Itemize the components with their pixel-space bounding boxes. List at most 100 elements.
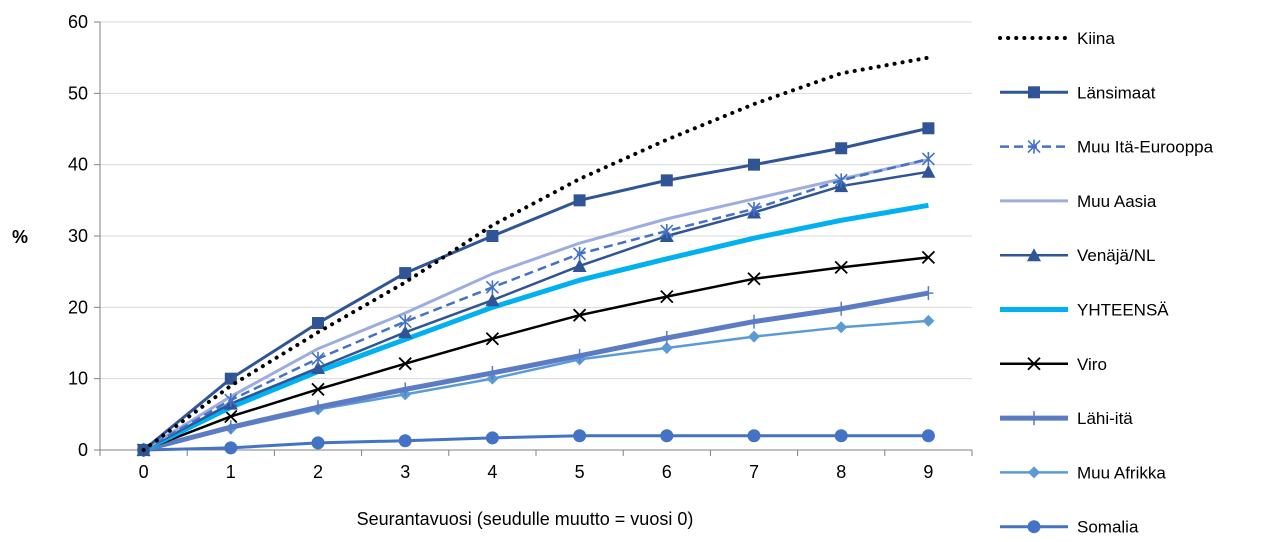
y-tick-label: 50 xyxy=(68,83,88,103)
legend-marker xyxy=(1027,139,1041,154)
legend-item: Somalia xyxy=(1000,518,1139,537)
series-line xyxy=(142,126,929,452)
legend-label: Muu Afrikka xyxy=(1077,463,1166,482)
data-point xyxy=(747,272,761,286)
data-point xyxy=(485,431,499,445)
y-tick-label: 60 xyxy=(68,12,88,32)
legend-item: Venäjä/NL xyxy=(1000,246,1155,265)
legend-label: Somalia xyxy=(1077,518,1139,537)
series-line xyxy=(142,290,929,453)
data-point xyxy=(834,260,848,275)
legend-label: Länsimaat xyxy=(1077,83,1156,102)
data-point xyxy=(573,246,587,261)
data-point xyxy=(486,230,499,242)
x-tick-label: 2 xyxy=(313,462,323,482)
data-point xyxy=(661,331,672,346)
x-tick-label: 7 xyxy=(749,462,759,482)
series-line xyxy=(143,434,929,452)
data-point xyxy=(923,286,934,301)
data-point xyxy=(224,393,238,408)
data-point xyxy=(660,174,673,187)
data-point xyxy=(834,429,848,443)
x-tick-label: 9 xyxy=(923,462,933,482)
legend-marker xyxy=(1027,248,1041,262)
x-tick-label: 1 xyxy=(226,462,236,482)
data-point xyxy=(748,158,760,171)
series-line xyxy=(143,256,929,452)
x-tick-label: 0 xyxy=(139,462,149,482)
y-tick-label: 10 xyxy=(68,369,88,389)
data-point xyxy=(921,164,936,178)
data-point xyxy=(747,201,761,216)
y-tick-labels: 0 10 20 30 40 50 60 xyxy=(68,12,88,460)
data-point xyxy=(748,330,760,343)
x-tick-label: 5 xyxy=(575,462,585,482)
data-point xyxy=(311,382,325,397)
legend-label: Kiina xyxy=(1077,29,1115,48)
data-point xyxy=(398,325,413,339)
data-point xyxy=(749,314,759,329)
data-point xyxy=(573,429,587,443)
legend-label: YHTEENSÄ xyxy=(1077,301,1169,320)
legend-marker xyxy=(1028,466,1040,479)
legend-label: Muu Aasia xyxy=(1077,192,1157,211)
data-point xyxy=(311,351,325,366)
legend-label: Viro xyxy=(1077,355,1107,374)
legend-item: Lähi-itä xyxy=(1000,409,1133,428)
data-point xyxy=(224,441,238,455)
x-tick-label: 3 xyxy=(400,462,410,482)
legend-item: Viro xyxy=(1000,355,1107,374)
legend-item: Muu Afrikka xyxy=(1000,463,1166,482)
data-point xyxy=(835,321,848,334)
data-point xyxy=(660,429,674,443)
legend-item: Länsimaat xyxy=(1000,83,1156,102)
data-point xyxy=(835,142,848,155)
series-2 xyxy=(137,151,935,457)
legend-label: Venäjä/NL xyxy=(1077,246,1155,265)
series-line xyxy=(143,170,929,452)
data-point xyxy=(921,250,936,265)
data-point xyxy=(485,293,500,307)
data-point xyxy=(400,382,411,397)
legend-item: YHTEENSÄ xyxy=(1000,301,1169,320)
data-point xyxy=(836,301,847,316)
y-tick-label: 20 xyxy=(68,297,88,317)
series-9 xyxy=(137,429,935,457)
x-tick-label: 4 xyxy=(487,462,497,482)
data-point xyxy=(311,360,325,374)
series-1 xyxy=(137,122,935,456)
data-point xyxy=(573,194,586,207)
series-line xyxy=(142,157,929,452)
legend-label: Lähi-itä xyxy=(1077,409,1133,428)
data-point xyxy=(398,314,412,329)
data-point xyxy=(921,151,935,166)
series-7 xyxy=(138,286,934,457)
y-tick-label: 30 xyxy=(68,226,88,246)
series-3 xyxy=(142,158,929,452)
data-point xyxy=(224,409,238,424)
legend-marker xyxy=(1027,520,1041,534)
data-point xyxy=(747,429,761,443)
legend-label: Muu Itä-Eurooppa xyxy=(1077,138,1214,157)
data-point xyxy=(312,317,324,330)
data-point xyxy=(485,280,499,295)
data-point xyxy=(485,332,500,346)
data-point xyxy=(398,434,412,448)
x-tick-label: 8 xyxy=(836,462,846,482)
data-point xyxy=(399,267,412,280)
x-tick-labels: 0 1 2 3 4 5 6 7 8 9 xyxy=(139,462,934,482)
y-tick-label: 0 xyxy=(78,440,88,460)
series-line xyxy=(142,158,929,452)
data-point xyxy=(660,341,673,354)
legend-item: Kiina xyxy=(998,29,1115,48)
legend-marker xyxy=(1027,357,1041,371)
x-axis-label: Seurantavuosi (seudulle muutto = vuosi 0… xyxy=(357,509,694,529)
series-layer xyxy=(136,55,936,457)
legend-item: Muu Itä-Eurooppa xyxy=(1000,138,1214,157)
data-point xyxy=(922,122,935,135)
data-point xyxy=(487,365,498,380)
series-line xyxy=(142,202,929,453)
legend-marker xyxy=(1028,86,1040,99)
axes xyxy=(94,21,973,456)
